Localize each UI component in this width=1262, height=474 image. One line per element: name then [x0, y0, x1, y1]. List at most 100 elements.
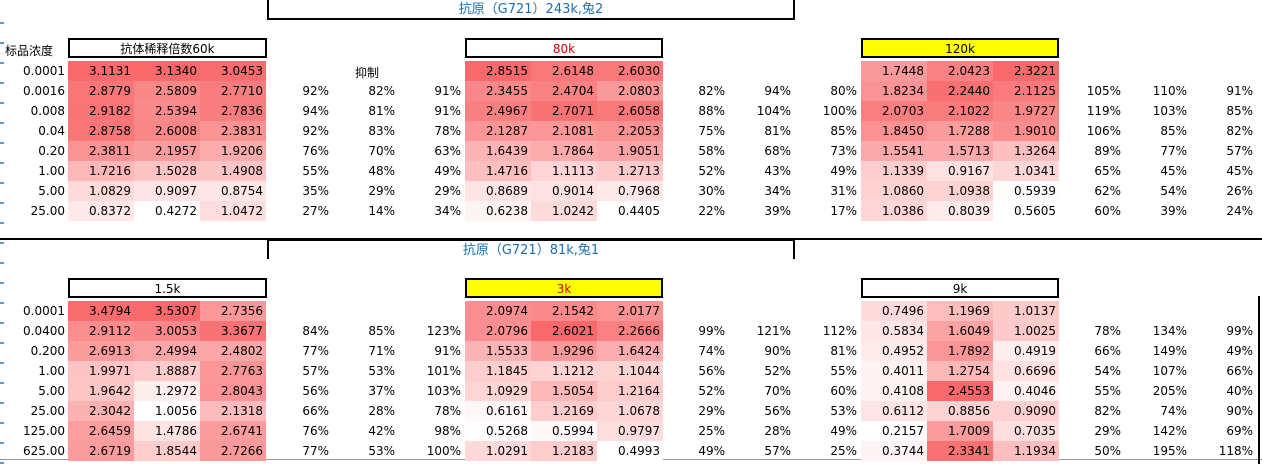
section1-value-cell[interactable]: 1.8450 — [861, 121, 927, 141]
section1-inhibition-cell[interactable]: 48% — [368, 164, 395, 178]
section1-value-cell[interactable]: 2.6030 — [597, 61, 663, 81]
section1-value-cell[interactable]: 2.4704 — [531, 81, 597, 101]
section1-value-cell[interactable]: 2.5809 — [134, 81, 200, 101]
section1-value-cell[interactable]: 0.9014 — [531, 181, 597, 201]
section2-value-cell[interactable]: 0.5268 — [465, 421, 531, 441]
section2-inhibition-cell[interactable]: 90% — [764, 344, 791, 358]
section2-inhibition-cell[interactable]: 57% — [302, 364, 329, 378]
section1-inhibition-cell[interactable]: 52% — [698, 164, 725, 178]
section2-concentration-cell[interactable]: 0.0001 — [23, 304, 65, 318]
section2-value-cell[interactable]: 1.6424 — [597, 341, 663, 361]
section2-inhibition-cell[interactable]: 121% — [756, 324, 791, 338]
section2-value-cell[interactable]: 1.9642 — [68, 381, 134, 401]
section1-value-cell[interactable]: 2.7071 — [531, 101, 597, 121]
section2-value-cell[interactable]: 0.6112 — [861, 401, 927, 421]
section2-inhibition-cell[interactable]: 53% — [830, 404, 857, 418]
section2-value-cell[interactable]: 2.6459 — [68, 421, 134, 441]
section2-inhibition-cell[interactable]: 84% — [302, 324, 329, 338]
section2-value-cell[interactable]: 1.2972 — [134, 381, 200, 401]
section2-value-cell[interactable]: 1.1212 — [531, 361, 597, 381]
section1-concentration-cell[interactable]: 25.00 — [30, 204, 65, 218]
section2-inhibition-cell[interactable]: 53% — [368, 444, 395, 458]
section2-value-cell[interactable]: 2.8043 — [200, 381, 266, 401]
section1-value-cell[interactable]: 0.8754 — [200, 181, 266, 201]
section1-inhibition-cell[interactable]: 29% — [434, 184, 461, 198]
section1-value-cell[interactable]: 1.7448 — [861, 61, 927, 81]
section2-inhibition-cell[interactable]: 49% — [1226, 344, 1253, 358]
section1-inhibition-cell[interactable]: 27% — [302, 204, 329, 218]
section1-value-cell[interactable]: 2.9182 — [68, 101, 134, 121]
section2-value-cell[interactable]: 1.0137 — [993, 301, 1059, 321]
section2-concentration-cell[interactable]: 125.00 — [23, 424, 65, 438]
section2-value-cell[interactable]: 1.5533 — [465, 341, 531, 361]
section2-value-cell[interactable]: 0.7035 — [993, 421, 1059, 441]
section2-inhibition-cell[interactable]: 99% — [698, 324, 725, 338]
section2-inhibition-cell[interactable]: 118% — [1218, 444, 1253, 458]
section1-value-cell[interactable]: 2.0423 — [927, 61, 993, 81]
section2-inhibition-cell[interactable]: 81% — [830, 344, 857, 358]
section2-value-cell[interactable]: 1.2183 — [531, 441, 597, 461]
section2-value-cell[interactable]: 2.6741 — [200, 421, 266, 441]
section2-value-cell[interactable]: 2.2666 — [597, 321, 663, 341]
section2-value-cell[interactable]: 2.7266 — [200, 441, 266, 461]
section1-inhibition-cell[interactable]: 85% — [1226, 104, 1253, 118]
section2-value-cell[interactable]: 1.2754 — [927, 361, 993, 381]
section1-inhibition-cell[interactable]: 100% — [822, 104, 857, 118]
section1-inhibition-cell[interactable]: 26% — [1226, 184, 1253, 198]
section1-value-cell[interactable]: 2.0803 — [597, 81, 663, 101]
section2-value-cell[interactable]: 1.2164 — [597, 381, 663, 401]
section1-inhibition-cell[interactable]: 83% — [368, 124, 395, 138]
section2-value-cell[interactable]: 2.1542 — [531, 301, 597, 321]
section1-value-cell[interactable]: 1.5541 — [861, 141, 927, 161]
section1-inhibition-cell[interactable]: 75% — [698, 124, 725, 138]
section1-concentration-cell[interactable]: 5.00 — [38, 184, 65, 198]
section1-value-cell[interactable]: 2.7836 — [200, 101, 266, 121]
section1-inhibition-cell[interactable]: 65% — [1094, 164, 1121, 178]
section2-value-cell[interactable]: 1.0025 — [993, 321, 1059, 341]
section1-value-cell[interactable]: 1.5028 — [134, 161, 200, 181]
section1-value-cell[interactable]: 1.9010 — [993, 121, 1059, 141]
section2-inhibition-cell[interactable]: 29% — [698, 404, 725, 418]
section2-value-cell[interactable]: 1.1934 — [993, 441, 1059, 461]
section1-inhibition-cell[interactable]: 76% — [302, 144, 329, 158]
section2-inhibition-cell[interactable]: 28% — [368, 404, 395, 418]
section1-inhibition-cell[interactable]: 106% — [1086, 124, 1121, 138]
section2-value-cell[interactable]: 2.7763 — [200, 361, 266, 381]
section2-value-cell[interactable]: 1.8887 — [134, 361, 200, 381]
section2-value-cell[interactable]: 1.0929 — [465, 381, 531, 401]
section2-inhibition-cell[interactable]: 53% — [368, 364, 395, 378]
section1-value-cell[interactable]: 1.0341 — [993, 161, 1059, 181]
section2-inhibition-cell[interactable]: 40% — [1226, 384, 1253, 398]
section1-value-cell[interactable]: 0.8689 — [465, 181, 531, 201]
section1-concentration-cell[interactable]: 1.00 — [38, 164, 65, 178]
section2-inhibition-cell[interactable]: 76% — [302, 424, 329, 438]
section1-inhibition-cell[interactable]: 92% — [302, 84, 329, 98]
section2-value-cell[interactable]: 2.3341 — [927, 441, 993, 461]
section2-inhibition-cell[interactable]: 74% — [1160, 404, 1187, 418]
section1-value-cell[interactable]: 1.7288 — [927, 121, 993, 141]
section2-inhibition-cell[interactable]: 142% — [1152, 424, 1187, 438]
section2-value-cell[interactable]: 2.1318 — [200, 401, 266, 421]
section1-inhibition-cell[interactable]: 70% — [368, 144, 395, 158]
section2-inhibition-cell[interactable]: 85% — [368, 324, 395, 338]
section1-inhibition-cell[interactable]: 68% — [764, 144, 791, 158]
section1-value-cell[interactable]: 2.7710 — [200, 81, 266, 101]
section1-value-cell[interactable]: 2.5394 — [134, 101, 200, 121]
section1-value-cell[interactable]: 0.4272 — [134, 201, 200, 221]
section2-inhibition-cell[interactable]: 77% — [302, 344, 329, 358]
section1-value-cell[interactable]: 2.6008 — [134, 121, 200, 141]
section2-inhibition-cell[interactable]: 74% — [698, 344, 725, 358]
section1-value-cell[interactable]: 0.9097 — [134, 181, 200, 201]
section1-value-cell[interactable]: 0.5605 — [993, 201, 1059, 221]
section1-inhibition-cell[interactable]: 58% — [698, 144, 725, 158]
section1-value-cell[interactable]: 0.5939 — [993, 181, 1059, 201]
section2-value-cell[interactable]: 2.6719 — [68, 441, 134, 461]
section2-concentration-cell[interactable]: 625.00 — [23, 444, 65, 458]
section1-value-cell[interactable]: 0.4405 — [597, 201, 663, 221]
section1-inhibition-cell[interactable]: 78% — [434, 124, 461, 138]
section1-inhibition-cell[interactable]: 34% — [434, 204, 461, 218]
section1-inhibition-cell[interactable]: 82% — [1226, 124, 1253, 138]
section1-inhibition-cell[interactable]: 30% — [698, 184, 725, 198]
section1-value-cell[interactable]: 1.4908 — [200, 161, 266, 181]
section2-value-cell[interactable]: 0.8856 — [927, 401, 993, 421]
